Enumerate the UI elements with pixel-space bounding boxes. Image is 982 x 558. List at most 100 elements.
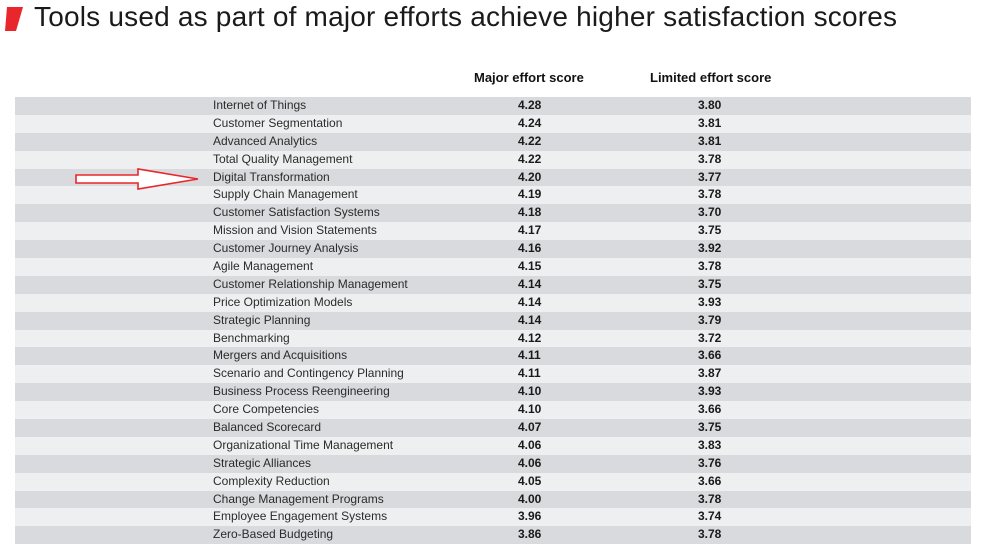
tool-name-cell: Total Quality Management	[213, 151, 353, 166]
limited-effort-score-cell: 3.75	[698, 276, 722, 291]
title-bar: Tools used as part of major efforts achi…	[0, 0, 982, 40]
tool-name-cell: Digital Transformation	[213, 169, 330, 184]
red-slanted-bar-icon	[5, 7, 23, 31]
limited-effort-score-cell: 3.75	[698, 420, 722, 435]
table-row: Complexity Reduction 4.05 3.66	[15, 472, 971, 491]
major-effort-score-cell: 4.07	[518, 420, 542, 435]
major-effort-score-cell: 4.24	[518, 115, 542, 130]
major-effort-score-cell: 4.14	[518, 312, 542, 327]
tool-name-cell: Price Optimization Models	[213, 294, 353, 309]
limited-effort-score-cell: 3.74	[698, 509, 722, 524]
tool-name-cell: Change Management Programs	[213, 491, 384, 506]
limited-effort-score-cell: 3.78	[698, 151, 722, 166]
table-row: Price Optimization Models 4.14 3.93	[15, 293, 971, 312]
limited-effort-score-cell: 3.83	[698, 437, 722, 452]
limited-effort-score-cell: 3.66	[698, 402, 722, 417]
tool-name-cell: Strategic Planning	[213, 312, 311, 327]
major-effort-score-cell: 4.05	[518, 473, 542, 488]
tool-name-cell: Complexity Reduction	[213, 473, 330, 488]
page-title: Tools used as part of major efforts achi…	[34, 1, 898, 32]
major-effort-score-cell: 4.17	[518, 223, 542, 238]
table-row: Customer Relationship Management 4.14 3.75	[15, 275, 971, 294]
table-row: Total Quality Management 4.22 3.78	[15, 150, 971, 169]
table-row: Change Management Programs 4.00 3.78	[15, 490, 971, 509]
major-effort-score-cell: 3.86	[518, 527, 542, 542]
major-effort-score-cell: 4.12	[518, 330, 542, 345]
table-row: Customer Segmentation 4.24 3.81	[15, 114, 971, 133]
limited-effort-score-cell: 3.75	[698, 223, 722, 238]
tool-name-cell: Supply Chain Management	[213, 187, 358, 202]
limited-effort-score-cell: 3.81	[698, 133, 722, 148]
table-row: Mergers and Acquisitions 4.11 3.66	[15, 347, 971, 366]
tool-name-cell: Employee Engagement Systems	[213, 509, 388, 524]
table-row: Employee Engagement Systems 3.96 3.74	[15, 508, 971, 527]
major-effort-score-cell: 4.19	[518, 187, 542, 202]
table-row: Balanced Scorecard 4.07 3.75	[15, 419, 971, 437]
major-effort-score-cell: 4.22	[518, 133, 542, 148]
major-effort-score-cell: 3.96	[518, 509, 542, 524]
limited-effort-score-cell: 3.77	[698, 169, 722, 184]
table-row: Strategic Planning 4.14 3.79	[15, 311, 971, 330]
table-row: Customer Satisfaction Systems 4.18 3.70	[15, 204, 971, 223]
table-row: Internet of Things 4.28 3.80	[15, 97, 971, 115]
tool-name-cell: Strategic Alliances	[213, 455, 312, 470]
major-effort-score-cell: 4.06	[518, 437, 542, 452]
major-effort-score-cell: 4.15	[518, 259, 542, 274]
tool-name-cell: Advanced Analytics	[213, 133, 318, 148]
table-row: Zero-Based Budgeting 3.86 3.78	[15, 526, 971, 545]
tool-name-cell: Scenario and Contingency Planning	[213, 366, 404, 381]
limited-effort-score-cell: 3.80	[698, 98, 722, 112]
major-effort-score-cell: 4.20	[518, 169, 542, 184]
score-table: Internet of Things 4.28 3.80 Customer Segme…	[15, 97, 971, 545]
limited-effort-score-cell: 3.81	[698, 115, 722, 130]
limited-effort-score-cell: 3.78	[698, 259, 722, 274]
tool-name-cell: Customer Segmentation	[213, 115, 343, 130]
major-effort-score-cell: 4.11	[518, 348, 541, 363]
limited-effort-score-cell: 3.70	[698, 205, 722, 220]
limited-effort-score-cell: 3.93	[698, 384, 722, 399]
column-header-major: Major effort score	[474, 70, 584, 85]
tool-name-cell: Customer Journey Analysis	[213, 241, 359, 256]
limited-effort-score-cell: 3.92	[698, 241, 722, 256]
table-row: Strategic Alliances 4.06 3.76	[15, 454, 971, 473]
table-row: Customer Journey Analysis 4.16 3.92	[15, 240, 971, 259]
table-row: Supply Chain Management 4.19 3.78	[15, 186, 971, 205]
major-effort-score-cell: 4.10	[518, 384, 542, 399]
tool-name-cell: Zero-Based Budgeting	[213, 527, 334, 542]
tool-name-cell: Business Process Reengineering	[213, 384, 390, 399]
limited-effort-score-cell: 3.78	[698, 187, 722, 202]
major-effort-score-cell: 4.14	[518, 294, 542, 309]
major-effort-score-cell: 4.10	[518, 402, 542, 417]
tool-name-cell: Internet of Things	[213, 98, 307, 112]
major-effort-score-cell: 4.11	[518, 366, 541, 381]
red-outline-arrow-icon	[75, 168, 199, 190]
tool-name-cell: Customer Relationship Management	[213, 276, 408, 291]
table-row: Core Competencies 4.10 3.66	[15, 401, 971, 420]
table-row: Organizational Time Management 4.06 3.83	[15, 436, 971, 455]
tool-name-cell: Agile Management	[213, 259, 314, 274]
table-row: Mission and Vision Statements 4.17 3.75	[15, 222, 971, 241]
limited-effort-score-cell: 3.66	[698, 348, 722, 363]
limited-effort-score-cell: 3.72	[698, 330, 722, 345]
table-row: Business Process Reengineering 4.10 3.93	[15, 383, 971, 402]
tool-name-cell: Core Competencies	[213, 402, 320, 417]
table-row: Benchmarking 4.12 3.72	[15, 329, 971, 348]
limited-effort-score-cell: 3.76	[698, 455, 722, 470]
tool-name-cell: Mergers and Acquisitions	[213, 348, 348, 363]
tool-name-cell: Customer Satisfaction Systems	[213, 205, 380, 220]
major-effort-score-cell: 4.22	[518, 151, 542, 166]
limited-effort-score-cell: 3.66	[698, 473, 722, 488]
major-effort-score-cell: 4.06	[518, 455, 542, 470]
limited-effort-score-cell: 3.87	[698, 366, 722, 381]
column-header-limited: Limited effort score	[650, 70, 772, 85]
table-row: Agile Management 4.15 3.78	[15, 258, 971, 276]
major-effort-score-cell: 4.14	[518, 276, 542, 291]
limited-effort-score-cell: 3.93	[698, 294, 722, 309]
tool-name-cell: Balanced Scorecard	[213, 420, 322, 435]
limited-effort-score-cell: 3.78	[698, 527, 722, 542]
tool-name-cell: Mission and Vision Statements	[213, 223, 377, 238]
limited-effort-score-cell: 3.78	[698, 491, 722, 506]
tool-name-cell: Organizational Time Management	[213, 437, 394, 452]
table-row: Scenario and Contingency Planning 4.11 3.8…	[15, 365, 971, 384]
tool-name-cell: Benchmarking	[213, 330, 290, 345]
